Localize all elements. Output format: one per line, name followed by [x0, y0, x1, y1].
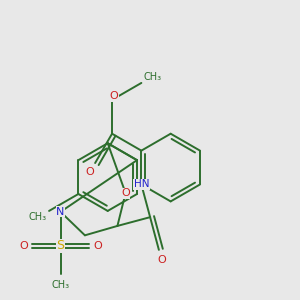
Text: O: O [110, 92, 118, 101]
Text: CH₃: CH₃ [52, 280, 70, 290]
Text: CH₃: CH₃ [143, 71, 162, 82]
Text: N: N [56, 207, 65, 217]
Text: S: S [56, 239, 64, 252]
Text: CH₃: CH₃ [29, 212, 47, 222]
Text: O: O [19, 241, 28, 251]
Text: O: O [86, 167, 94, 177]
Text: O: O [157, 255, 166, 265]
Text: O: O [93, 241, 102, 251]
Text: O: O [121, 188, 130, 198]
Text: HN: HN [134, 179, 149, 190]
